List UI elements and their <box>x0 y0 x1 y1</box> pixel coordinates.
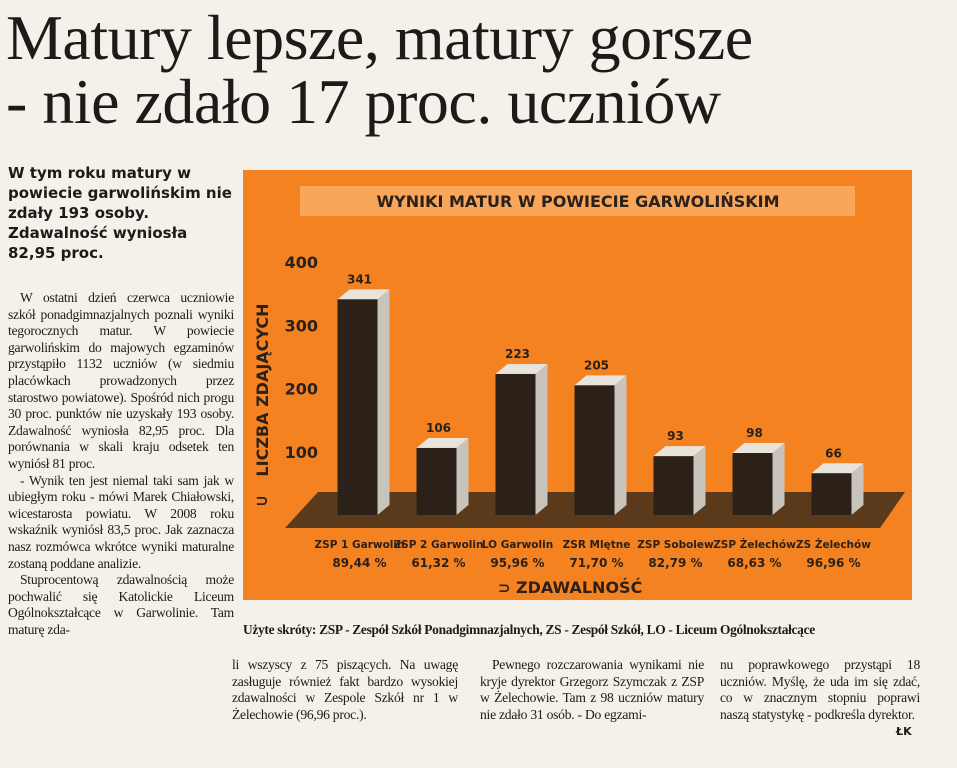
bar-side <box>377 289 390 515</box>
y-tick-label: 400 <box>285 253 318 272</box>
lead: W tym roku matury w powiecie garwoliński… <box>8 164 232 262</box>
bar-top <box>574 375 627 386</box>
x-tick-label: LO Garwolin <box>482 539 553 551</box>
column: nu poprawkowego przystąpi 18 uczniów. My… <box>720 657 920 723</box>
y-tick-label: 200 <box>285 380 318 399</box>
bar <box>732 453 773 515</box>
pass-rate: 89,44 % <box>332 556 386 570</box>
paragraph: Pewnego rozczarowania wynikami nie kryje… <box>480 657 704 722</box>
x-tick-label: ZSR Mlętne <box>563 539 631 551</box>
value-label: 66 <box>825 446 842 460</box>
bar <box>495 373 536 515</box>
value-label: 341 <box>347 272 372 286</box>
value-label: 106 <box>426 421 451 435</box>
bar-side <box>614 375 627 515</box>
bar-side <box>772 443 785 515</box>
bar-top <box>337 289 390 300</box>
headline: - nie zdało 17 proc. uczniów <box>6 66 721 137</box>
pass-rate: 71,70 % <box>569 556 623 570</box>
column: li wszyscy z 75 piszących. Na uwagę zasł… <box>232 657 458 723</box>
column: W ostatni dzień czerwca uczniowie szkół … <box>8 290 234 638</box>
bar-side <box>535 363 548 515</box>
paragraph: Stuprocentową zdawalnością może pochwali… <box>8 572 234 637</box>
bar <box>574 385 615 515</box>
title-strip <box>300 186 855 216</box>
pass-rate: 68,63 % <box>727 556 781 570</box>
signature: ŁK <box>896 725 912 738</box>
x-tick-label: ZSP 1 Garwolin <box>315 539 405 551</box>
y-tick-label: 300 <box>285 316 318 335</box>
x-tick-label: ZS Żelechów <box>796 537 871 551</box>
pass-rate: 95,96 % <box>490 556 544 570</box>
bar-side <box>851 463 864 515</box>
column: Pewnego rozczarowania wynikami nie kryje… <box>480 657 704 723</box>
chart-title: WYNIKI MATUR W POWIECIE GARWOLIŃSKIM <box>376 192 779 211</box>
bar-side <box>693 446 706 515</box>
icon: ⊃ <box>498 579 511 597</box>
bar-top <box>653 446 706 457</box>
bar-top <box>811 463 864 474</box>
headline: Matury lepsze, matury gorsze <box>6 2 753 73</box>
x-axis-label: ZDAWALNOŚĆ <box>516 578 642 597</box>
bar-top <box>495 363 548 374</box>
x-tick-label: ZSP 2 Garwolin <box>394 539 484 551</box>
pass-rate: 61,32 % <box>411 556 465 570</box>
value-label: 205 <box>584 358 609 372</box>
pass-rate: 96,96 % <box>806 556 860 570</box>
x-tick-label: ZSP Sobolew <box>637 539 714 551</box>
y-axis-label: LICZBA ZDAJĄCYCH <box>253 303 272 476</box>
paragraph: - Wynik ten jest niemal taki sam jak w u… <box>8 472 234 571</box>
bar-side <box>456 437 469 515</box>
caption: Użyte skróty: ZSP - Zespół Szkół Ponadgi… <box>243 622 815 637</box>
value-label: 93 <box>667 429 684 443</box>
bar <box>811 473 852 515</box>
icon: ⊃ <box>255 491 268 510</box>
paragraph: nu poprawkowego przystąpi 18 uczniów. My… <box>720 657 920 722</box>
pass-rate: 82,79 % <box>648 556 702 570</box>
paragraph: li wszyscy z 75 piszących. Na uwagę zasł… <box>232 657 458 722</box>
bar <box>337 299 378 515</box>
bar <box>416 447 457 515</box>
bar <box>653 456 694 515</box>
bar-top <box>416 437 469 448</box>
y-tick-label: 100 <box>285 443 318 462</box>
paragraph: W ostatni dzień czerwca uczniowie szkół … <box>8 290 234 471</box>
value-label: 223 <box>505 347 530 361</box>
value-label: 98 <box>746 426 763 440</box>
x-tick-label: ZSP Żelechów <box>713 537 796 551</box>
bar-top <box>732 443 785 454</box>
